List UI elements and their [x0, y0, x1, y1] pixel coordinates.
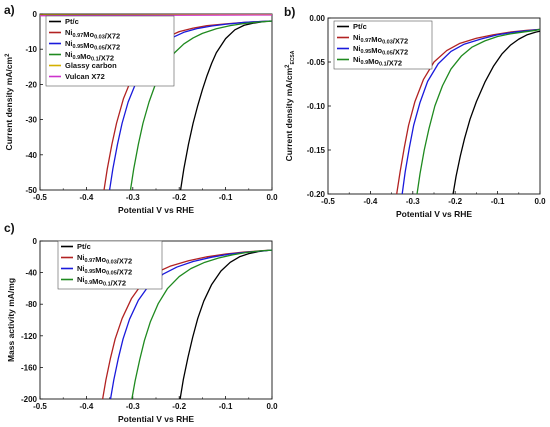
legend-entry: Ni0.97Mo0.03/X72 [353, 33, 408, 46]
legend-entry: Glassy carbon [65, 61, 117, 70]
x-tick-label: -0.1 [219, 402, 233, 411]
legend-entry: Ni0.95Mo0.05/X72 [65, 39, 120, 52]
series-line [452, 30, 540, 194]
y-axis-label: Current density mA/cm2 [4, 53, 14, 151]
legend-entry: Pt/c [77, 242, 91, 251]
legend-entry: Vulcan X72 [65, 72, 105, 81]
legend: Pt/c Ni0.97Mo0.03/X72Ni0.95Mo0.05/X72Ni0.… [57, 240, 163, 290]
series-line [40, 14, 272, 17]
legend: Pt/c Ni0.97Mo0.03/X72Ni0.95Mo0.05/X72Ni0.… [333, 20, 433, 70]
y-tick-label: -0.05 [307, 58, 326, 67]
legend-box [57, 240, 163, 290]
x-tick-label: -0.1 [219, 193, 233, 202]
y-tick-label: -40 [25, 151, 37, 160]
panel-label: a) [4, 3, 15, 17]
chart-panel-2: b) -0.5 -0.4 -0.3 -0.2 -0.1 0.0 0.00 -0.05 -0.10 -… [284, 5, 546, 219]
series-line [179, 249, 272, 399]
y-tick-label: -0.10 [307, 102, 326, 111]
y-tick-label: -40 [25, 269, 37, 278]
legend-entry: Ni0.97Mo0.03/X72 [77, 253, 132, 266]
y-tick-label: -0.20 [307, 190, 326, 199]
x-tick-label: 0.0 [266, 402, 278, 411]
legend-entry: Ni0.9Mo0.1/X72 [353, 55, 402, 68]
legend-entry: Ni0.9Mo0.1/X72 [77, 275, 126, 288]
x-tick-label: -0.3 [126, 193, 140, 202]
y-axis-label: Mass activity mA/mg [6, 278, 16, 362]
legend-entry: Pt/c [353, 22, 367, 31]
x-axis-label: Potential V vs RHE [396, 209, 472, 219]
legend-entry: Ni0.95Mo0.05/X72 [353, 44, 408, 57]
panel-label: c) [4, 221, 15, 235]
x-axis-label: Potential V vs RHE [118, 205, 194, 215]
series-line [131, 249, 272, 399]
y-tick-label: -160 [21, 363, 38, 372]
chart-panel-1: a) -0.5 -0.4 -0.3 -0.2 -0.1 0.0 0 -10 -20 -30 -40 -5… [4, 3, 278, 215]
y-tick-label: -80 [25, 300, 37, 309]
x-tick-label: -0.4 [80, 193, 94, 202]
series-line [179, 20, 270, 190]
x-tick-label: 0.0 [534, 197, 546, 206]
series-line [129, 20, 272, 190]
y-tick-label: -0.15 [307, 146, 326, 155]
x-tick-label: 0.0 [266, 193, 278, 202]
legend-entry: Ni0.9Mo0.1/X72 [65, 50, 114, 63]
y-tick-label: -30 [25, 116, 37, 125]
y-tick-label: 0 [33, 237, 38, 246]
x-tick-label: -0.4 [364, 197, 378, 206]
x-tick-label: -0.5 [321, 197, 335, 206]
series-line [396, 28, 540, 194]
y-tick-label: -50 [25, 186, 37, 195]
x-tick-label: -0.2 [172, 402, 186, 411]
x-axis-label: Potential V vs RHE [118, 414, 194, 424]
series-line [416, 28, 540, 194]
y-tick-label: -20 [25, 80, 37, 89]
legend: Pt/c Ni0.97Mo0.03/X72Ni0.95Mo0.05/X72Ni0.… [45, 15, 175, 87]
y-tick-label: -120 [21, 332, 38, 341]
x-tick-label: -0.3 [126, 402, 140, 411]
legend-box [333, 20, 433, 70]
y-tick-label: -200 [21, 395, 38, 404]
x-tick-label: -0.2 [448, 197, 462, 206]
y-tick-label: -10 [25, 45, 37, 54]
x-tick-label: -0.4 [80, 402, 94, 411]
x-tick-label: -0.2 [172, 193, 186, 202]
x-tick-label: -0.5 [33, 402, 47, 411]
y-tick-label: 0 [33, 10, 38, 19]
x-tick-label: -0.5 [33, 193, 47, 202]
x-tick-label: -0.1 [491, 197, 505, 206]
legend-entry: Ni0.97Mo0.03/X72 [65, 28, 120, 41]
legend-entry: Pt/c [65, 17, 79, 26]
legend-entry: Ni0.95Mo0.05/X72 [77, 264, 132, 277]
chart-panel-3: c) -0.5 -0.4 -0.3 -0.2 -0.1 0.0 0 -40 -80 -120 -160… [4, 221, 278, 424]
y-tick-label: 0.00 [309, 14, 325, 23]
legend-box [45, 15, 175, 87]
y-axis-label: Current density mA/cm2ECSA [284, 50, 296, 161]
series-line [401, 28, 540, 194]
x-tick-label: -0.3 [406, 197, 420, 206]
series-group [396, 28, 540, 194]
panel-label: b) [284, 5, 295, 19]
